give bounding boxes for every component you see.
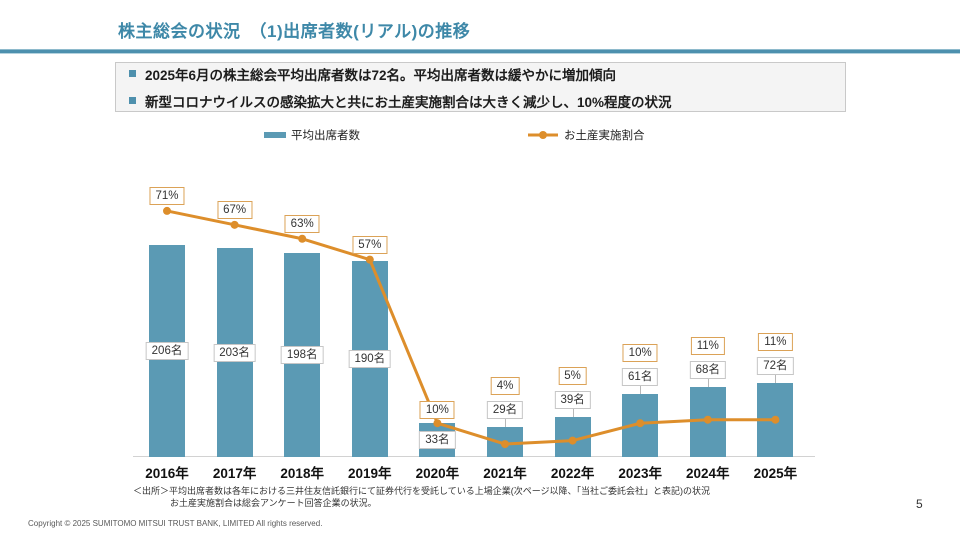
- x-axis-line: [133, 456, 815, 457]
- pct-value-label: 11%: [758, 332, 793, 351]
- pct-value-label: 4%: [490, 377, 520, 396]
- pct-value-label: 11%: [690, 337, 725, 356]
- source-note-line2: お土産実施割合は総会アンケート回答企業の状況。: [170, 497, 377, 508]
- highlight-text: 新型コロナウイルスの感染拡大と共にお土産実施割合は大きく減少し、10%程度の状況: [145, 94, 672, 110]
- bar-value-label: 68名: [689, 361, 726, 380]
- legend-item-attendees: 平均出席者数: [264, 128, 360, 142]
- leader-line: [707, 379, 709, 388]
- legend-item-souvenir: お土産実施割合: [527, 128, 645, 142]
- x-axis-label: 2017年: [212, 466, 257, 481]
- trend-point-2018年: [298, 234, 307, 243]
- title-divider: [0, 49, 960, 54]
- highlight-text: 2025年6月の株主総会平均出席者数は72名。平均出席者数は緩やかに増加傾向: [145, 67, 617, 83]
- bar-2023年: [622, 394, 659, 457]
- leader-line: [505, 419, 506, 428]
- page-number: 5: [916, 497, 923, 511]
- leader-line: [775, 374, 777, 383]
- bar-value-label: 72名: [757, 356, 794, 375]
- bar-2022年: [554, 416, 591, 457]
- bar-2024年: [689, 387, 726, 457]
- trend-line: [166, 209, 776, 446]
- bar-value-label: 203名: [213, 343, 256, 362]
- trend-point-2016年: [163, 206, 171, 215]
- pct-value-label: 71%: [149, 186, 185, 205]
- bar-value-label: 39名: [554, 390, 591, 409]
- x-axis-label: 2018年: [280, 466, 324, 481]
- bar-value-label: 33名: [419, 431, 456, 450]
- highlight-item: 新型コロナウイルスの感染拡大と共にお土産実施割合は大きく減少し、10%程度の状況: [129, 91, 845, 111]
- leader-line: [640, 386, 642, 395]
- bar-value-label: 61名: [622, 368, 659, 387]
- legend-label: お土産実施割合: [564, 130, 645, 142]
- pct-value-label: 57%: [352, 235, 388, 254]
- line-marker-swatch-icon: [528, 131, 558, 139]
- highlight-item: 2025年6月の株主総会平均出席者数は72名。平均出席者数は緩やかに増加傾向: [129, 64, 845, 84]
- source-note: ＜出所＞平均出席者数は各年における三井住友信託銀行にて証券代行を受託している上場…: [133, 486, 710, 509]
- bar-2021年: [487, 427, 523, 457]
- x-axis-label: 2025年: [753, 466, 798, 481]
- pct-value-label: 63%: [284, 214, 320, 233]
- x-axis-label: 2019年: [348, 466, 392, 481]
- x-axis-label: 2021年: [483, 466, 527, 481]
- bar-value-label: 29名: [486, 401, 524, 420]
- bullet-square-icon: [129, 70, 136, 77]
- x-axis-label: 2023年: [618, 466, 662, 481]
- x-axis-label: 2022年: [550, 466, 595, 481]
- copyright-text: Copyright © 2025 SUMITOMO MITSUI TRUST B…: [28, 519, 323, 528]
- x-axis-label: 2024年: [686, 466, 730, 481]
- legend-label: 平均出席者数: [291, 130, 360, 142]
- pct-value-label: 67%: [217, 200, 253, 219]
- bar-2025年: [757, 382, 794, 457]
- pct-value-label: 10%: [622, 344, 658, 363]
- trend-point-2017年: [230, 220, 239, 229]
- bar-value-label: 206名: [145, 342, 189, 360]
- x-axis-label: 2016年: [145, 466, 189, 481]
- bar-swatch-icon: [264, 132, 286, 138]
- x-axis-label: 2020年: [415, 466, 460, 481]
- bullet-square-icon: [129, 97, 136, 104]
- bar-value-label: 190名: [348, 350, 392, 369]
- pct-value-label: 10%: [419, 401, 455, 420]
- source-note-line1: ＜出所＞平均出席者数は各年における三井住友信託銀行にて証券代行を受託している上場…: [133, 486, 711, 496]
- pct-value-label: 5%: [558, 366, 587, 385]
- page-title: 株主総会の状況 （1)出席者数(リアル)の推移: [118, 22, 471, 41]
- highlight-box: 2025年6月の株主総会平均出席者数は72名。平均出席者数は緩やかに増加傾向 新…: [115, 62, 846, 112]
- bar-value-label: 198名: [280, 346, 324, 365]
- leader-line: [572, 408, 574, 417]
